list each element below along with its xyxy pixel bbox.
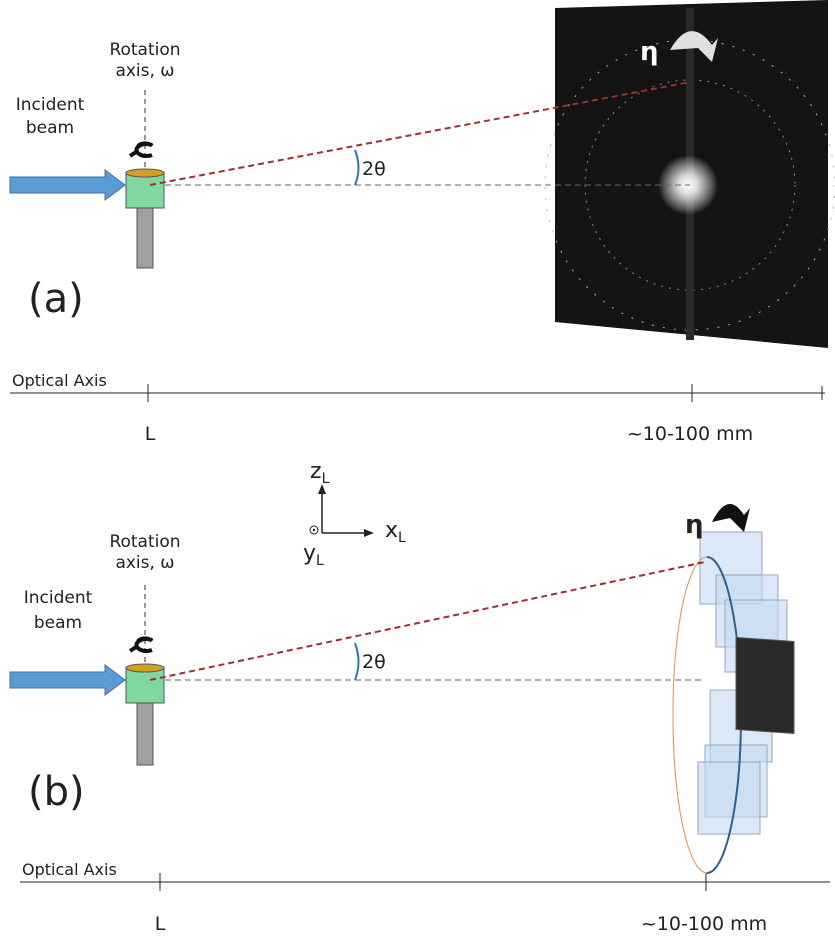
- rotation-label: axis, ω: [115, 553, 174, 573]
- eta: η: [685, 510, 704, 540]
- rotation-icon: [130, 143, 152, 156]
- two-theta: 2θ: [362, 158, 386, 180]
- eta: η: [640, 37, 659, 67]
- z-label: zL: [310, 459, 330, 487]
- distance-label: ~10-100 mm: [641, 913, 767, 935]
- z-main: z: [310, 459, 322, 484]
- beam-label: Incident: [16, 95, 85, 115]
- y-axis-symbol: [313, 529, 315, 531]
- beam-label: Incident: [24, 588, 93, 608]
- optical-axis-label: Optical Axis: [12, 371, 107, 390]
- angle-arc: [355, 150, 359, 185]
- distance-label: ~10-100 mm: [627, 423, 753, 445]
- x-label: xL: [385, 518, 406, 546]
- z-sub: L: [322, 471, 330, 487]
- x-sub: L: [398, 530, 406, 546]
- y-sub: L: [316, 553, 324, 569]
- figure: Rotation axis, ω Incident beam 2θ η (a) …: [0, 0, 835, 936]
- sample-top: [126, 169, 164, 177]
- origin-label: L: [155, 913, 166, 935]
- rotation-label: axis, ω: [115, 61, 174, 81]
- sample-post: [137, 208, 153, 268]
- optical-axis-label: Optical Axis: [22, 860, 117, 879]
- detector: [736, 637, 794, 733]
- beam-label: beam: [26, 118, 74, 138]
- panel-label: (b): [28, 769, 85, 815]
- panel-b: Rotation axis, ω Incident beam 2θ η (b) …: [10, 504, 830, 935]
- rotation-label: Rotation: [109, 532, 180, 552]
- beam-label: beam: [34, 613, 82, 633]
- angle-arc: [355, 643, 359, 680]
- panel-a: Rotation axis, ω Incident beam 2θ η (a) …: [10, 0, 835, 445]
- beam-arrow: [10, 665, 125, 695]
- y-main: y: [303, 541, 316, 566]
- origin-label: L: [145, 423, 156, 445]
- rotation-icon: [130, 638, 152, 651]
- sample-top: [126, 664, 164, 672]
- x-main: x: [385, 518, 398, 543]
- beam-arrow: [10, 170, 125, 200]
- panel-label: (a): [28, 276, 84, 322]
- arrowhead: [364, 529, 374, 537]
- coordinate-axes: zL xL yL: [303, 459, 406, 569]
- eta-arrow: [712, 504, 750, 532]
- diffracted-ray: [150, 562, 705, 680]
- sample-post: [137, 703, 153, 765]
- two-theta: 2θ: [362, 651, 386, 673]
- rotation-label: Rotation: [109, 40, 180, 60]
- y-label: yL: [303, 541, 324, 569]
- detector-position: [698, 762, 760, 834]
